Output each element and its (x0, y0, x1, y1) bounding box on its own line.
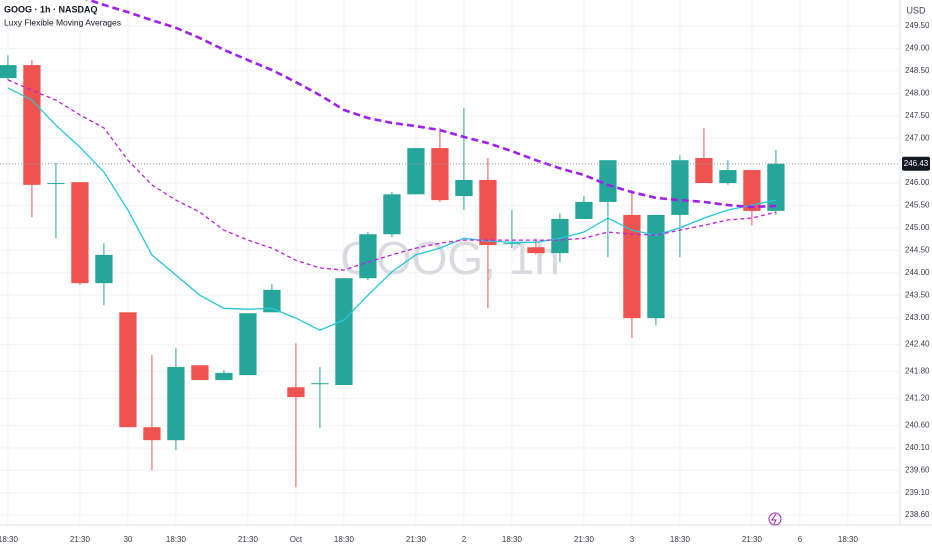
candle-body (359, 234, 377, 279)
y-tick-label: 243.00 (905, 313, 930, 322)
candle-body (263, 289, 281, 313)
y-tick-label: 243.50 (905, 290, 930, 299)
event-icon[interactable] (768, 512, 782, 526)
y-tick-label: 248.50 (905, 66, 930, 75)
watermark: GOOG, 1h (340, 232, 560, 284)
x-tick-label: 18:30 (502, 535, 523, 544)
x-tick-label: 30 (123, 535, 132, 544)
x-tick-label: 21:30 (70, 535, 91, 544)
x-tick-label: 18:30 (0, 535, 18, 544)
y-tick-label: 241.20 (905, 394, 930, 403)
y-tick-label: 249.00 (905, 44, 930, 53)
x-tick-label: 6 (798, 535, 803, 544)
candle-body (671, 160, 689, 215)
y-tick-label: 238.60 (905, 510, 930, 519)
candle-body (479, 179, 497, 245)
x-tick-label: Oct (290, 535, 303, 544)
moving-average-line (7, 79, 777, 271)
y-tick-label: 247.50 (905, 111, 930, 120)
candle-body (47, 183, 65, 185)
candle-body (383, 194, 401, 235)
candle-body (695, 157, 713, 184)
y-tick-label: 240.60 (905, 420, 930, 429)
y-tick-label: 249.50 (905, 21, 930, 30)
y-tick-label: 245.00 (905, 223, 930, 232)
y-tick-label: 244.00 (905, 268, 930, 277)
candle-body (239, 313, 257, 376)
moving-average-line (7, 87, 777, 332)
candle-body (503, 243, 521, 245)
candle-body (599, 160, 617, 202)
x-tick-label: 18:30 (838, 535, 859, 544)
x-tick-label: 21:30 (406, 535, 427, 544)
y-tick-label: 239.60 (905, 465, 930, 474)
x-tick-label: 18:30 (334, 535, 355, 544)
y-tick-label: 241.80 (905, 367, 930, 376)
y-tick-label: 242.40 (905, 340, 930, 349)
grid (0, 0, 900, 525)
candle-body (647, 214, 665, 319)
x-tick-label: 2 (462, 535, 467, 544)
candle-body (95, 254, 113, 284)
axes: 249.50 249.00 248.50 248.00 247.50 247.00 246.… (0, 21, 930, 544)
chart-title: GOOG · 1h · NASDAQ (4, 4, 98, 14)
x-tick-label: 21:30 (238, 535, 259, 544)
candle-body (527, 247, 545, 254)
candle-body (743, 170, 761, 211)
candle-body (287, 387, 305, 398)
candle-body (215, 372, 233, 381)
currency-label: USD (906, 5, 926, 15)
y-tick-label: 239.10 (905, 488, 930, 497)
candle-body (455, 179, 473, 197)
indicator-name: Luxy Flexible Moving Averages (4, 17, 121, 27)
candle-body (623, 214, 641, 319)
candle-body (551, 218, 569, 254)
candle-body (167, 367, 185, 441)
candle-body (311, 383, 329, 385)
candle-body (431, 148, 449, 201)
candle-body (143, 427, 161, 441)
y-tick-label: 248.00 (905, 88, 930, 97)
plot-area (0, 0, 900, 488)
last-price-box (902, 156, 930, 171)
candle-body (335, 278, 353, 385)
x-tick-label: 18:30 (166, 535, 187, 544)
x-tick-label: 18:30 (670, 535, 691, 544)
y-tick-label: 246.00 (905, 178, 930, 187)
candle-body (407, 148, 425, 195)
candle-body (767, 163, 785, 211)
y-tick-label: 244.50 (905, 245, 930, 254)
candle-body (23, 65, 41, 185)
candle-body (575, 201, 593, 219)
y-tick-label: 245.50 (905, 201, 930, 210)
y-tick-label: 247.00 (905, 133, 930, 142)
x-tick-label: 21:30 (742, 535, 763, 544)
x-tick-label: 21:30 (574, 535, 595, 544)
candle-body (191, 365, 209, 381)
candle-body (719, 170, 737, 184)
y-tick-label: 240.10 (905, 443, 930, 452)
event-icon-bolt (771, 513, 777, 525)
last-price-label: 246.43 (904, 159, 929, 168)
moving-average-line (85, 0, 776, 209)
candle-body (71, 182, 89, 284)
candle-body (119, 312, 137, 428)
x-tick-label: 3 (630, 535, 635, 544)
candle-body (0, 65, 17, 79)
